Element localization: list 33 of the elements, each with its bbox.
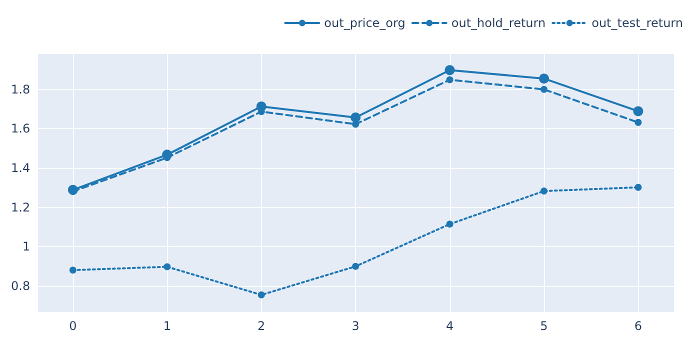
point	[634, 118, 642, 126]
x-tick-label: 0	[69, 319, 77, 333]
x-tick-label: 1	[163, 319, 171, 333]
point	[540, 86, 548, 93]
point	[350, 112, 361, 123]
point	[444, 65, 455, 76]
x-tick-label: 6	[634, 319, 642, 333]
y-tick-label: 1	[22, 240, 30, 254]
x-tick-label: 4	[446, 319, 454, 333]
point	[68, 184, 78, 195]
point	[633, 106, 644, 116]
x-tick-label: 2	[258, 319, 266, 333]
point	[539, 74, 549, 84]
legend-label: out_hold_return	[451, 16, 546, 30]
point	[446, 76, 454, 84]
legend-label: out_test_return	[592, 16, 683, 30]
point	[634, 184, 642, 191]
point	[69, 266, 76, 274]
y-tick-label: 1.4	[10, 161, 30, 176]
point	[540, 188, 548, 195]
point	[164, 263, 171, 270]
point	[162, 150, 172, 160]
y-tick-label: 1.6	[10, 122, 30, 136]
y-tick-label: 1.2	[10, 200, 30, 214]
point	[258, 291, 265, 298]
legend-label: out_price_org	[324, 16, 406, 30]
point	[352, 262, 360, 270]
x-tick-label: 3	[352, 319, 360, 333]
y-tick-label: 1.8	[10, 82, 30, 96]
point	[446, 220, 454, 228]
x-tick-label: 5	[540, 319, 548, 333]
y-tick-label: 0.8	[10, 279, 30, 294]
point	[256, 102, 266, 112]
